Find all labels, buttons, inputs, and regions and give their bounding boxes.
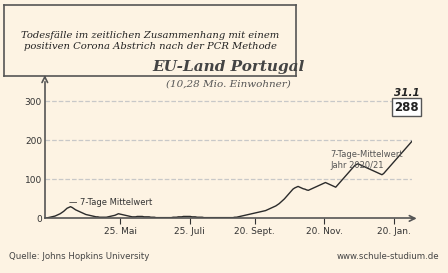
Text: www.schule-studium.de: www.schule-studium.de <box>336 252 439 261</box>
Text: EU-Land Portugal: EU-Land Portugal <box>152 60 305 74</box>
Text: Quelle: Johns Hopkins University: Quelle: Johns Hopkins University <box>9 252 149 261</box>
Text: 288: 288 <box>394 101 419 114</box>
Text: Todesfälle im zeitlichen Zusammenhang mit einem
positiven Corona Abstrich nach d: Todesfälle im zeitlichen Zusammenhang mi… <box>21 31 279 51</box>
Text: (10,28 Mio. Einwohner): (10,28 Mio. Einwohner) <box>166 79 291 88</box>
Text: 7-Tage-Mittelwert
Jahr 2020/21: 7-Tage-Mittelwert Jahr 2020/21 <box>330 150 403 170</box>
Text: 31.1: 31.1 <box>394 88 419 97</box>
Text: — 7-Tage Mittelwert: — 7-Tage Mittelwert <box>69 198 152 207</box>
